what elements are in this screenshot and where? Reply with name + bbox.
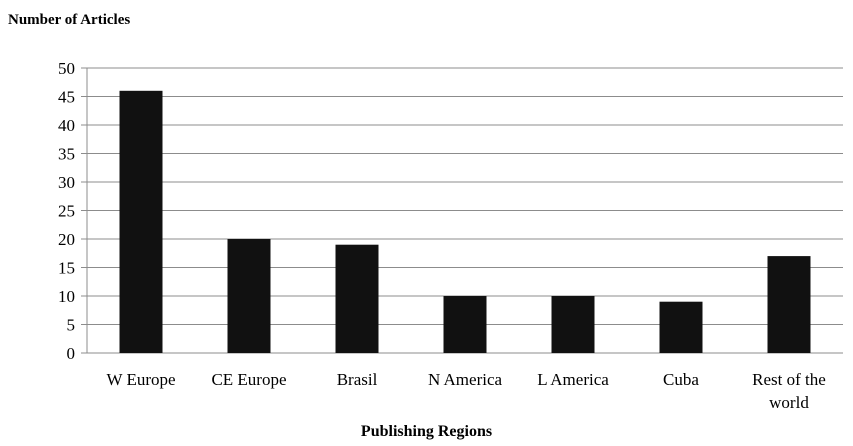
x-tick-label: CE Europe [211, 370, 286, 389]
bar [551, 296, 595, 353]
y-tick-label: 0 [67, 344, 76, 363]
bar [443, 296, 487, 353]
bars [119, 90, 811, 354]
x-tick-label: Rest of the world [752, 370, 826, 412]
y-tick-label: 5 [67, 316, 76, 335]
y-tick-labels: 0 5 10 15 20 25 30 35 40 45 50 [58, 59, 75, 363]
bar [119, 90, 163, 354]
x-tick-label: W Europe [106, 370, 175, 389]
y-tick-label: 40 [58, 116, 75, 135]
y-tick-label: 25 [58, 202, 75, 221]
bar [335, 244, 379, 353]
y-tick-label: 10 [58, 287, 75, 306]
y-axis-title: Number of Articles [8, 12, 131, 28]
y-tick-label: 30 [58, 173, 75, 192]
y-tick-label: 35 [58, 145, 75, 164]
x-axis-title: Publishing Regions [360, 423, 493, 440]
bar [767, 256, 811, 353]
x-tick-label: L America [537, 370, 609, 389]
x-tick-label: Cuba [663, 370, 699, 389]
y-tick-label: 15 [58, 259, 75, 278]
x-tick-label: Brasil [337, 370, 378, 389]
x-tick-label: N America [428, 370, 503, 389]
y-tick-label: 20 [58, 230, 75, 249]
y-tick-label: 50 [58, 59, 75, 78]
x-tick-labels: W Europe CE Europe Brasil N America L Americ… [106, 370, 825, 412]
y-tick-label: 45 [58, 88, 75, 107]
bar [659, 301, 703, 353]
bar [227, 239, 271, 353]
